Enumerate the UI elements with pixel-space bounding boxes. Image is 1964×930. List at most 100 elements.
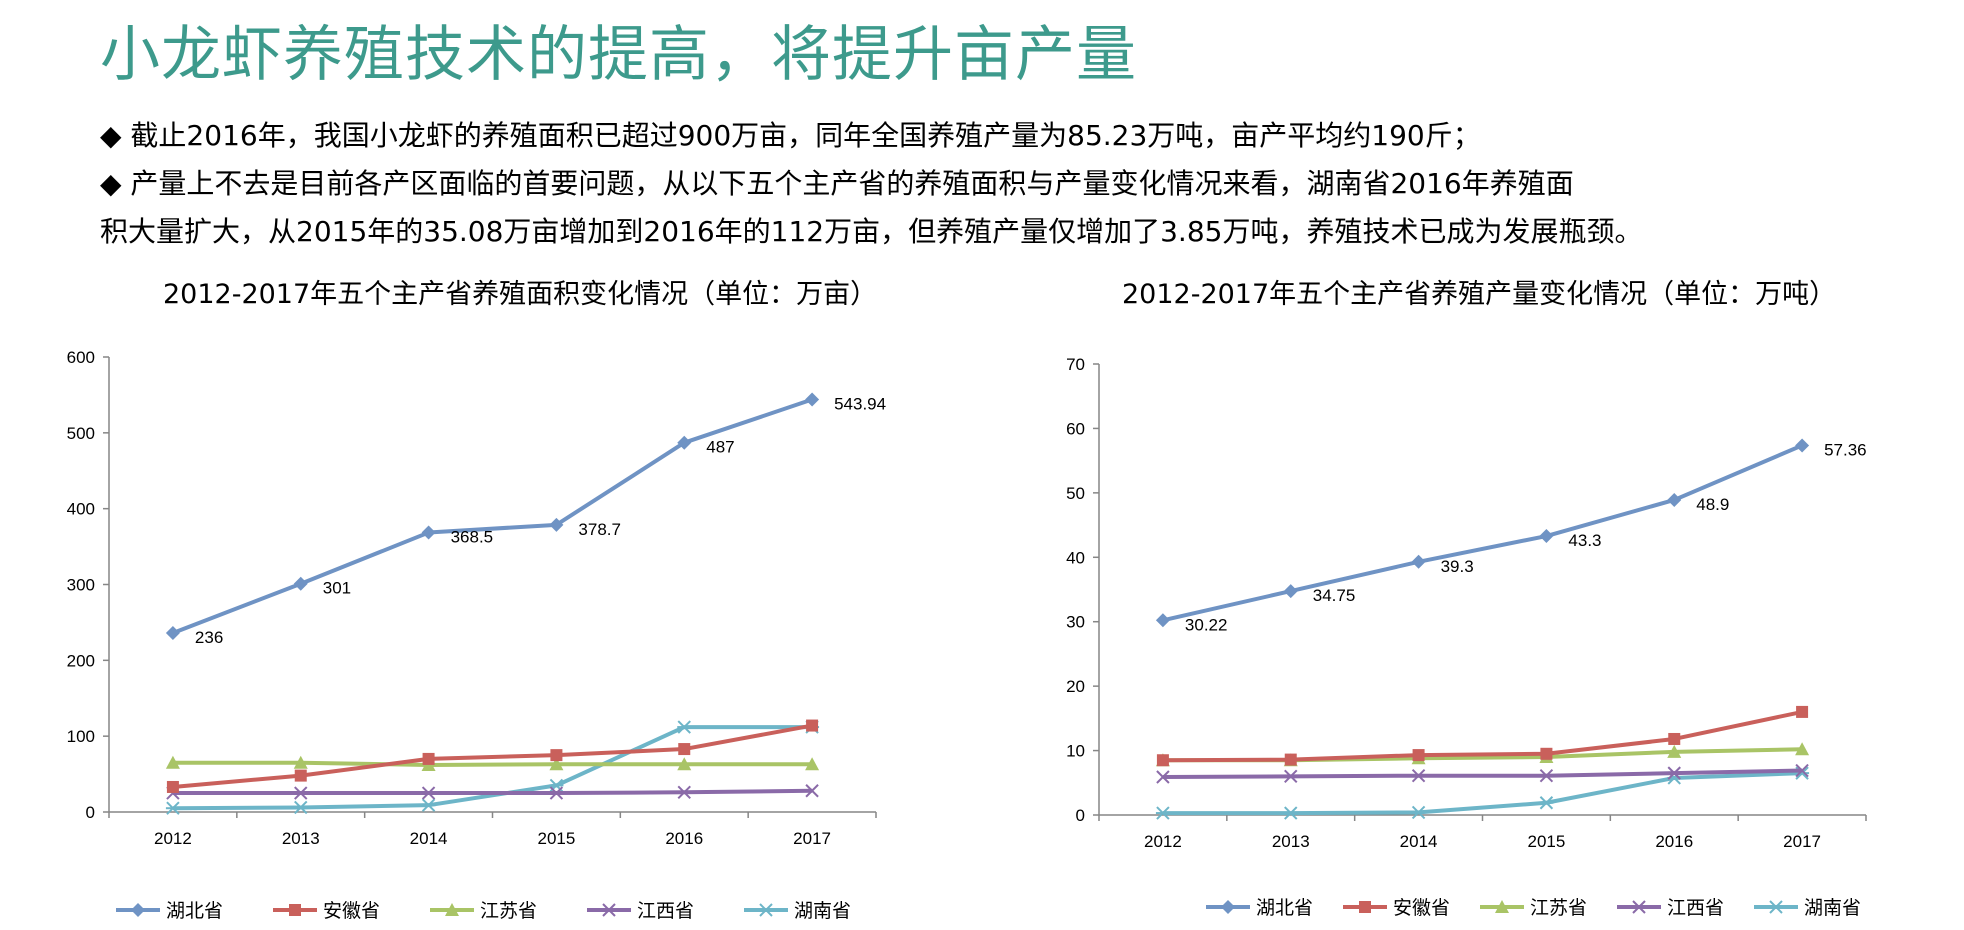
data-point	[1667, 492, 1682, 507]
series-3	[1156, 763, 1809, 784]
series-1	[166, 719, 819, 793]
data-point	[293, 800, 308, 815]
data-point	[165, 755, 180, 769]
data-point	[1284, 769, 1298, 784]
data-point	[1795, 742, 1810, 756]
data-point	[1283, 806, 1298, 820]
data-label: 34.75	[1313, 586, 1356, 605]
data-point	[549, 786, 564, 800]
legend: 湖北省 安徽省 江苏省 江西省 湖南省	[1206, 897, 1861, 919]
series-line	[1162, 443, 1803, 623]
y-tick-label: 500	[67, 424, 95, 443]
y-tick-label: 400	[67, 500, 95, 519]
data-point	[806, 719, 819, 732]
x-tick-label: 2017	[793, 829, 831, 848]
bullet-item: ◆ 截止2016年，我国小龙虾的养殖面积已超过900万亩，同年全国养殖产量为85…	[100, 119, 1481, 152]
legend-marker	[131, 903, 145, 917]
x-tick-label: 2015	[538, 829, 576, 848]
data-point	[165, 801, 180, 815]
data-point	[1156, 754, 1169, 767]
legend-label: 江西省	[637, 900, 694, 922]
data-point	[1283, 584, 1298, 599]
data-label: 30.22	[1185, 615, 1228, 634]
series-3	[166, 784, 819, 800]
data-point	[1539, 768, 1554, 783]
data-point	[1156, 770, 1170, 784]
y-tick-label: 30	[1066, 613, 1085, 632]
data-label: 236	[195, 628, 223, 647]
series-line	[172, 760, 813, 767]
x-tick-label: 2012	[1144, 832, 1182, 851]
data-label: 48.9	[1696, 495, 1729, 514]
legend-marker	[1359, 901, 1371, 913]
data-point	[1411, 768, 1426, 783]
data-label: 43.3	[1568, 531, 1601, 550]
x-tick-label: 2014	[410, 829, 448, 848]
bullet-item: ◆ 产量上不去是目前各产区面临的首要问题，从以下五个主产省的养殖面积与产量变化情…	[100, 167, 1574, 200]
area-chart-title: 2012-2017年五个主产省养殖面积变化情况（单位：万亩）	[163, 279, 878, 310]
data-point	[293, 576, 308, 591]
data-point	[805, 757, 820, 771]
data-label: 368.5	[451, 528, 494, 547]
data-point	[1284, 753, 1297, 766]
data-point	[1539, 529, 1554, 544]
data-point	[421, 798, 436, 812]
data-point	[677, 435, 692, 450]
legend-marker	[445, 903, 459, 916]
y-tick-label: 200	[67, 651, 95, 670]
data-point	[294, 769, 307, 782]
legend-label: 江苏省	[1530, 897, 1587, 919]
series-2	[165, 755, 820, 771]
y-tick-label: 100	[67, 727, 95, 746]
legend-label: 江苏省	[480, 900, 537, 922]
legend-item: 湖南省	[1754, 897, 1861, 919]
series-line	[172, 397, 813, 635]
series-0: 236 301 368.5 378.7 487 543.94	[165, 392, 886, 647]
data-point	[1795, 763, 1809, 778]
data-point	[166, 780, 179, 793]
series-1	[1156, 705, 1809, 767]
y-tick-label: 10	[1066, 742, 1085, 761]
series-4	[1155, 766, 1810, 820]
x-tick-label: 2013	[1272, 832, 1310, 851]
legend-marker	[1221, 900, 1235, 914]
series-0: 30.22 34.75 39.3 43.3 48.9 57.36	[1155, 438, 1867, 634]
data-point	[1668, 732, 1681, 745]
page-title: 小龙虾养殖技术的提高，将提升亩产量	[100, 20, 1137, 90]
data-label: 378.7	[578, 520, 621, 539]
legend-label: 湖北省	[1256, 897, 1313, 919]
legend-item: 安徽省	[1343, 897, 1450, 919]
data-label: 543.94	[834, 395, 886, 414]
y-tick-label: 70	[1066, 355, 1085, 374]
data-point	[1540, 747, 1553, 760]
data-label: 487	[706, 438, 734, 457]
legend-label: 湖北省	[166, 900, 223, 922]
series-line	[172, 725, 813, 811]
bullet-list: ◆ 截止2016年，我国小龙虾的养殖面积已超过900万亩，同年全国养殖产量为85…	[100, 112, 1920, 256]
series-line	[1162, 768, 1803, 779]
x-tick-label: 2015	[1528, 832, 1566, 851]
data-point	[165, 626, 180, 641]
legend-marker	[602, 903, 616, 917]
yield-chart-title: 2012-2017年五个主产省养殖产量变化情况（单位：万吨）	[1122, 279, 1837, 310]
series-line	[1162, 771, 1803, 816]
data-point	[1795, 438, 1810, 453]
legend-marker	[289, 904, 301, 916]
legend-item: 江西省	[1617, 897, 1724, 919]
data-point	[1539, 796, 1554, 810]
data-point	[1411, 805, 1426, 820]
legend-label: 江西省	[1667, 897, 1724, 919]
data-point	[549, 517, 564, 532]
legend: 湖北省 安徽省 江苏省 江西省 湖南省	[116, 900, 851, 922]
data-point	[677, 757, 692, 771]
data-point	[1667, 766, 1681, 780]
legend-item: 江西省	[587, 900, 694, 922]
y-tick-label: 40	[1066, 548, 1085, 567]
legend-item: 湖南省	[744, 900, 851, 922]
data-point	[550, 749, 563, 762]
data-point	[421, 786, 436, 800]
data-point	[1155, 806, 1170, 820]
y-tick-label: 50	[1066, 484, 1085, 503]
data-point	[1412, 749, 1425, 762]
data-point	[805, 392, 820, 407]
